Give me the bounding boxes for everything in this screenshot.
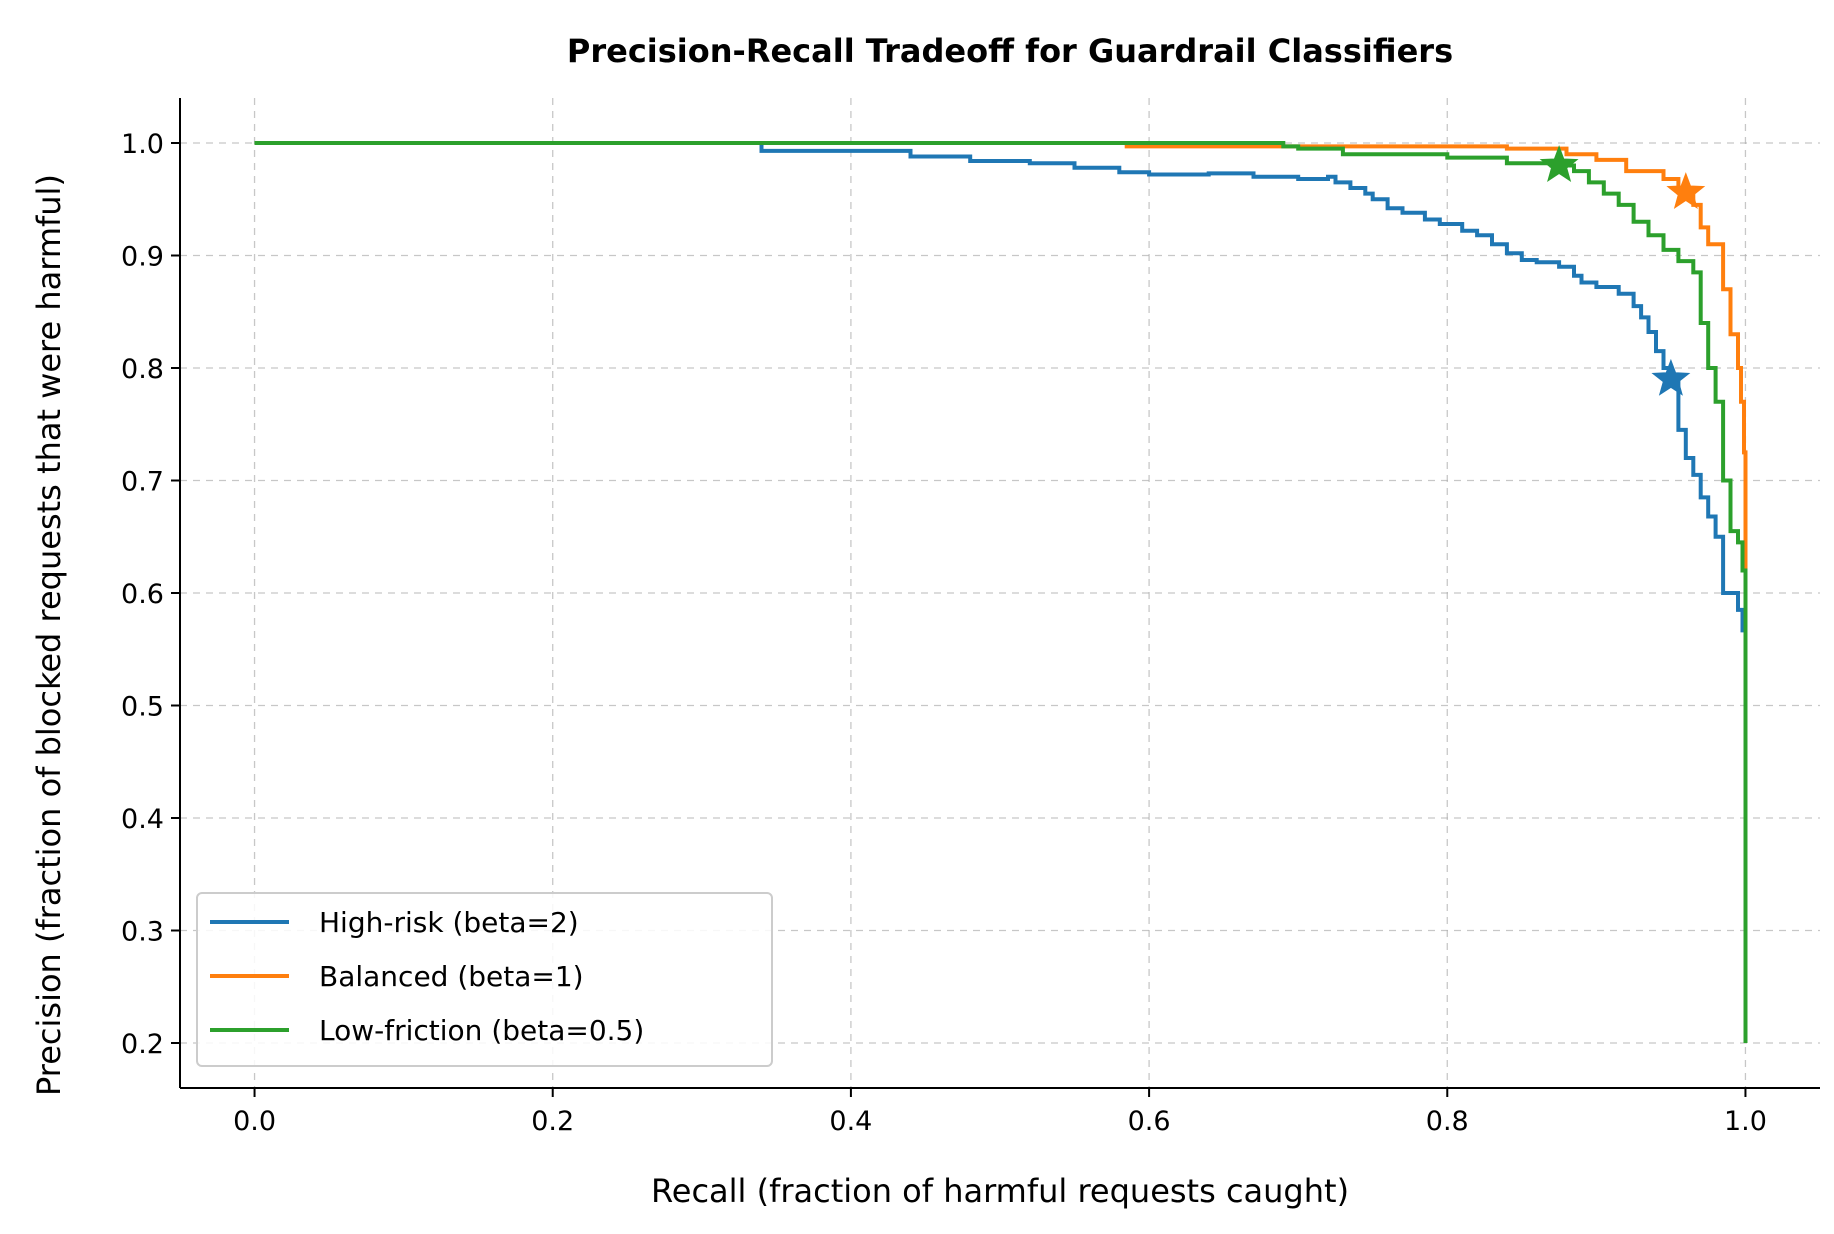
x-tick-label: 0.6: [1128, 1106, 1171, 1137]
star-marker-0: [1651, 358, 1691, 396]
legend-label-2: Low-friction (beta=0.5): [319, 1014, 644, 1047]
y-axis-label: Precision (fraction of blocked requests …: [30, 174, 68, 1096]
legend-label-1: Balanced (beta=1): [319, 960, 584, 993]
y-tick-label: 0.3: [121, 917, 164, 948]
axes: 0.0 0.2 0.4 0.6 0.8 1.0 0.2 0.3 0.4 0.5 0.6 0.7 0.8 0…: [121, 98, 1820, 1137]
x-tick-label: 0.8: [1426, 1106, 1469, 1137]
series-line-0: [254, 141, 1745, 633]
star-marker-2: [1539, 145, 1579, 183]
series-line-2: [254, 141, 1748, 1043]
legend-box: [196, 892, 773, 1067]
legend: High-risk (beta=2) Balanced (beta=1) Low-f…: [196, 892, 773, 1067]
y-tick-label: 0.8: [121, 354, 164, 385]
x-axis-label: Recall (fraction of harmful requests cau…: [651, 1172, 1349, 1210]
y-tick-label: 0.6: [121, 579, 164, 610]
x-tick-label: 0.2: [531, 1106, 574, 1137]
chart-title: Precision-Recall Tradeoff for Guardrail …: [567, 32, 1453, 70]
y-tick-label: 0.2: [121, 1029, 164, 1060]
y-tick-label: 0.4: [121, 804, 164, 835]
y-tick-label: 0.5: [121, 692, 164, 723]
y-tick-label: 0.9: [121, 242, 164, 273]
x-tick-label: 0.0: [233, 1106, 276, 1137]
series-line-1: [254, 141, 1748, 571]
series-layer: [254, 141, 1748, 1043]
y-tick-label: 1.0: [121, 129, 164, 160]
star-marker-1: [1666, 172, 1706, 210]
x-tick-label: 0.4: [829, 1106, 872, 1137]
y-tick-label: 0.7: [121, 467, 164, 498]
legend-label-0: High-risk (beta=2): [319, 906, 579, 939]
x-tick-label: 1.0: [1724, 1106, 1767, 1137]
